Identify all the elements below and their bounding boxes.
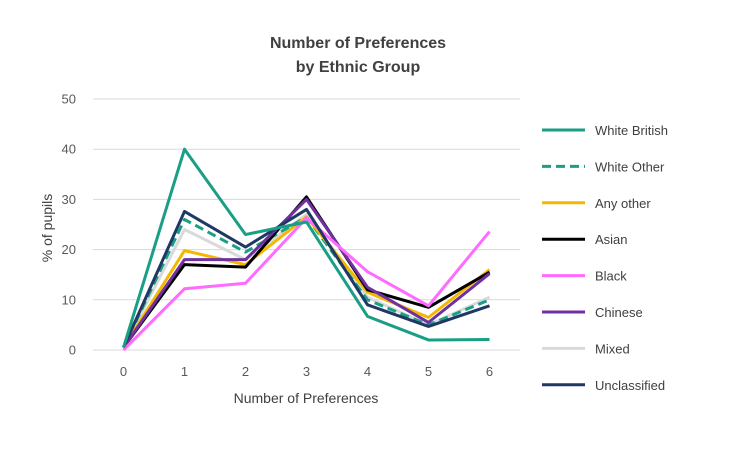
y-tick-label: 50 [62,92,76,107]
legend-label: Chinese [595,305,643,320]
legend-label: White British [595,123,668,138]
legend-label: Black [595,269,627,284]
x-axis-title: Number of Preferences [234,390,379,406]
y-tick-label: 10 [62,292,76,307]
series-line-unclassified [122,207,490,349]
legend-label: Unclassified [595,378,665,393]
gridlines [93,98,520,351]
series-line-any-other [122,215,491,349]
legend-item: Any other [542,196,651,211]
series-line-white-british [122,147,490,348]
x-tick-label: 3 [303,364,310,379]
x-axis-ticks: 0 1 2 3 4 5 6 [120,364,493,379]
legend-item: Black [542,269,627,284]
legend-item: Asian [542,232,628,247]
series-line-chinese [122,197,491,349]
series-lines [122,147,491,352]
chart-title-line-1: Number of Preferences [270,35,446,52]
legend-label: Any other [595,196,651,211]
legend-item: White British [542,123,668,138]
x-tick-label: 6 [486,364,493,379]
legend-label: Mixed [595,341,630,356]
y-tick-label: 30 [62,192,76,207]
chart-title-line-2: by Ethnic Group [296,59,421,76]
legend: White British White Other Any other Asian Bl… [542,123,668,393]
y-tick-label: 20 [62,242,76,257]
y-tick-label: 40 [62,142,76,157]
legend-item: Mixed [542,341,630,356]
legend-item: White Other [542,159,665,174]
x-tick-label: 0 [120,364,127,379]
series-line-black [122,216,491,352]
y-axis-ticks: 0 10 20 30 40 50 [62,92,76,358]
legend-item: Chinese [542,305,643,320]
legend-item: Unclassified [542,378,665,393]
x-tick-label: 2 [242,364,249,379]
x-tick-label: 5 [425,364,432,379]
series-line-asian [122,195,491,349]
x-tick-label: 1 [181,364,188,379]
legend-label: White Other [595,159,665,174]
legend-label: Asian [595,232,628,247]
y-tick-label: 0 [69,343,76,358]
series-line-white-other [122,215,491,349]
series-line-mixed [122,212,491,349]
x-tick-label: 4 [364,364,371,379]
y-axis-title: % of pupils [39,194,55,262]
